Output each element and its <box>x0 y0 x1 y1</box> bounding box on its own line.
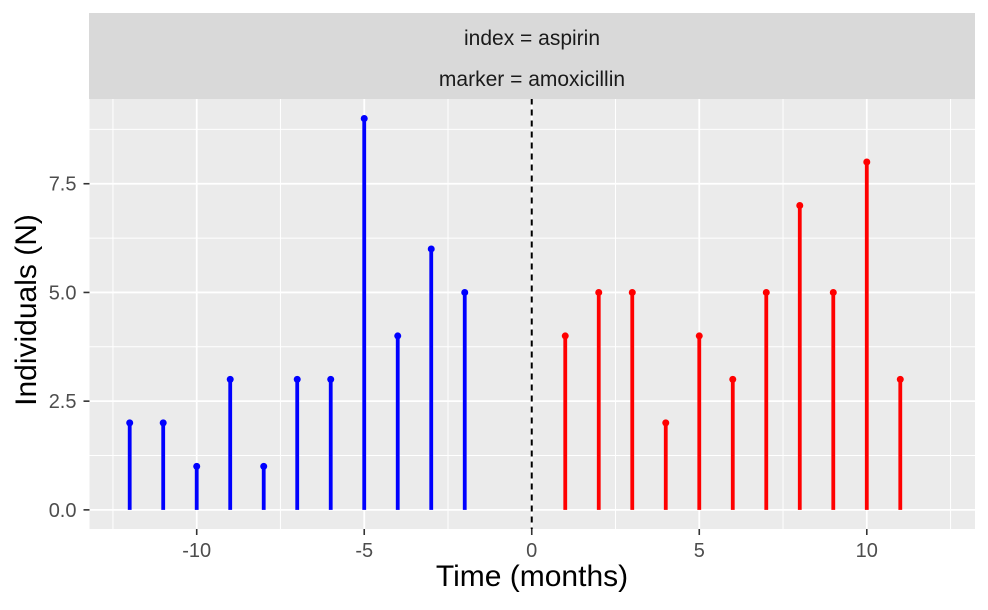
x-tick-label: 0 <box>526 540 537 562</box>
stem-point-marker <box>729 375 737 383</box>
stem-point-index <box>193 462 201 470</box>
stem-point-index <box>360 115 368 123</box>
y-tick-label: 5.0 <box>49 282 77 304</box>
stem-point-marker <box>628 288 636 296</box>
stem-point-index <box>394 332 402 340</box>
facet-strip: index = aspirin marker = amoxicillin <box>89 13 975 99</box>
stem-point-index <box>126 419 134 427</box>
stem-point-marker <box>762 288 770 296</box>
x-tick-label: 5 <box>694 540 705 562</box>
stem-point-marker <box>561 332 569 340</box>
x-tick-label: 10 <box>856 540 878 562</box>
stem-point-index <box>159 419 167 427</box>
strip-label-index: index = aspirin <box>464 27 600 50</box>
stem-point-index <box>226 375 234 383</box>
stem-point-marker <box>829 288 837 296</box>
stem-point-index <box>260 462 268 470</box>
x-tick-label: -10 <box>182 540 211 562</box>
stem-point-index <box>293 375 301 383</box>
y-tick-label: 7.5 <box>49 174 77 196</box>
y-tick-label: 0.0 <box>49 500 77 522</box>
strip-label-marker: marker = amoxicillin <box>438 68 626 91</box>
stem-point-index <box>327 375 335 383</box>
stem-point-marker <box>796 201 804 209</box>
stem-point-marker <box>662 419 670 427</box>
stem-point-index <box>427 245 435 253</box>
stem-point-marker <box>863 158 871 166</box>
stem-point-index <box>461 288 469 296</box>
stem-point-marker <box>896 375 904 383</box>
x-tick-label: -5 <box>355 540 373 562</box>
y-tick-label: 2.5 <box>49 391 77 413</box>
stem-point-marker <box>595 288 603 296</box>
y-axis-title: Individuals (N) <box>10 214 43 406</box>
x-axis-title: Time (months) <box>435 560 629 593</box>
stem-point-marker <box>695 332 703 340</box>
